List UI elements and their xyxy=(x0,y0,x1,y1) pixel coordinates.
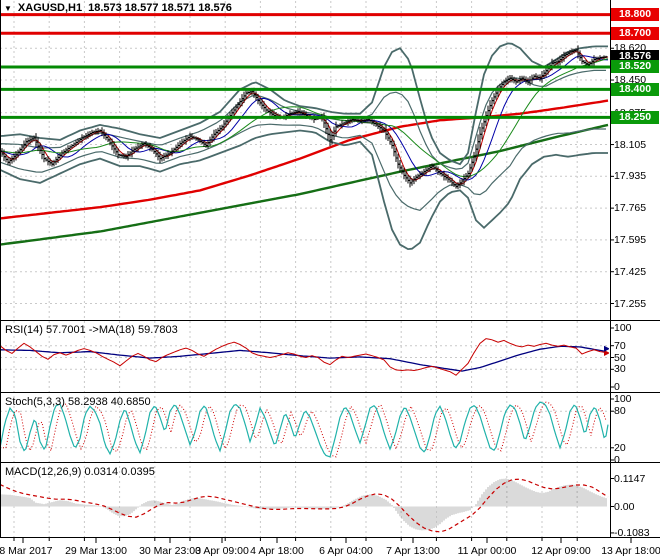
rsi-axis-tick: 30 xyxy=(614,363,626,376)
stoch-axis-tick: 0 xyxy=(614,454,620,466)
rsi-axis-tick: 0 xyxy=(614,381,620,393)
price-level-badge-18.700: 18.700 xyxy=(611,26,659,40)
symbol-dropdown-icon[interactable]: ▼ xyxy=(4,3,12,13)
price-axis-tick: 17.765 xyxy=(614,202,647,215)
stoch-axis-tick: 80 xyxy=(614,405,626,418)
symbol-period-label: XAGUSD,H1 xyxy=(17,2,83,14)
price-pane[interactable] xyxy=(0,42,609,251)
macd-axis-tick: 0.00 xyxy=(614,500,635,513)
time-axis-label: 7 Apr 13:00 xyxy=(386,545,440,557)
time-axis-label: 12 Apr 09:00 xyxy=(531,545,591,557)
time-axis-label: 30 Mar 23:00 xyxy=(139,545,201,557)
stoch-axis-tick: 20 xyxy=(614,441,626,454)
macd-axis-tick: -0.1083 xyxy=(614,526,650,539)
macd-pane[interactable] xyxy=(0,478,609,533)
price-axis-tick: 17.935 xyxy=(614,170,647,183)
stoch-indicator-label: Stoch(5,3,3) 58.2938 40.6850 xyxy=(5,396,151,408)
candlesticks xyxy=(1,45,608,190)
price-level-badge-18.520: 18.520 xyxy=(611,60,659,74)
price-level-badge-18.800: 18.800 xyxy=(611,8,659,22)
time-axis-label: 6 Apr 04:00 xyxy=(319,545,373,557)
time-axis-label: 3 Apr 09:00 xyxy=(195,545,249,557)
time-axis-label: 11 Apr 00:00 xyxy=(457,545,517,557)
macd-indicator-label: MACD(12,26,9) 0.0314 0.0395 xyxy=(5,466,155,478)
rsi-axis-tick: 70 xyxy=(614,339,626,352)
ohlc-quote-label: 18.573 18.577 18.571 18.576 xyxy=(88,2,232,14)
price-axis-tick: 17.595 xyxy=(614,233,647,246)
rsi-indicator-label: RSI(14) 57.7001 ->MA(18) 59.7803 xyxy=(5,324,178,336)
price-level-badge-18.400: 18.400 xyxy=(611,82,659,96)
chart-title[interactable]: ▼ XAGUSD,H1 18.573 18.577 18.571 18.576 xyxy=(4,2,232,14)
pane-borders xyxy=(0,0,660,543)
bollinger-bands xyxy=(1,42,608,251)
rsi-pane[interactable] xyxy=(0,338,610,376)
macd-axis-tick: 0.1147 xyxy=(614,472,646,485)
price-axis-tick: 18.105 xyxy=(614,138,647,151)
time-axis-label: 28 Mar 2017 xyxy=(0,545,53,557)
time-axis-label: 4 Apr 18:00 xyxy=(250,545,304,557)
stoch-axis-tick: 100 xyxy=(614,393,632,405)
rsi-axis-tick: 100 xyxy=(614,322,632,334)
stochastic-pane[interactable] xyxy=(0,401,609,458)
time-axis-label: 29 Mar 13:00 xyxy=(65,545,127,557)
level-lines[interactable] xyxy=(0,13,610,119)
price-level-badge-18.250: 18.250 xyxy=(611,110,659,124)
time-axis-label: 13 Apr 18:00 xyxy=(601,545,660,557)
price-axis-tick: 17.255 xyxy=(614,297,647,310)
price-axis-tick: 17.425 xyxy=(614,265,647,278)
rsi-axis-tick: 50 xyxy=(614,351,626,364)
price-level-badge-18.576: 18.576 xyxy=(611,49,659,63)
